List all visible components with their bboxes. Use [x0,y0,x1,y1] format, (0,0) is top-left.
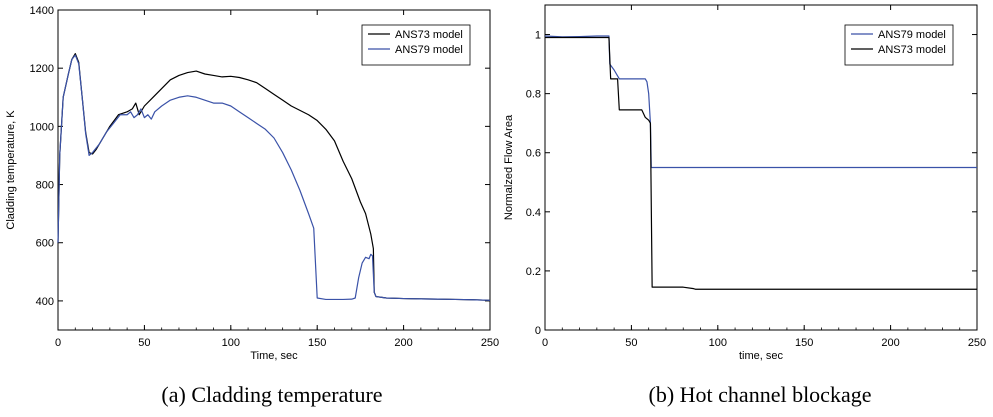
y-tick-label: 0.6 [526,148,541,160]
x-tick-label: 250 [481,337,499,349]
legend-box [361,24,471,66]
y-tick-label: 1 [535,30,541,42]
chart-cladding-temperature: 0 50 100 150 200 250 400 600 800 1000 1200 1400 Time… [5,5,499,362]
x-axis-label: Time, sec [250,350,298,362]
y-tick-label: 0.4 [526,207,541,219]
y-tick-label: 0.8 [526,89,541,101]
legend-label: ANS79 model [878,29,946,41]
y-tick-label: 1400 [30,5,54,17]
series-line-ans73-model [57,53,491,301]
x-tick-label: 50 [625,337,637,349]
legend-box [844,24,954,66]
x-tick-label: 100 [709,337,727,349]
series-line-ans79-model [57,54,491,301]
y-tick-label: 1200 [30,63,54,75]
x-tick-label: 250 [968,337,986,349]
caption-b: (b) Hot channel blockage [649,382,872,407]
legend-label: ANS73 model [878,44,946,56]
x-tick-label: 150 [795,337,813,349]
y-tick-label: 0.2 [526,266,541,278]
x-tick-label: 100 [222,337,240,349]
x-tick-label: 200 [881,337,899,349]
legend-label: ANS79 model [395,44,463,56]
y-tick-label: 600 [36,238,54,250]
y-tick-label: 1000 [30,121,54,133]
x-tick-label: 150 [308,337,326,349]
y-tick-label: 800 [36,180,54,192]
series-line-ans73-model [545,36,977,290]
legend-label: ANS73 model [395,29,463,41]
x-tick-label: 200 [394,337,412,349]
x-tick-label: 50 [138,337,150,349]
caption-a: (a) Cladding temperature [161,382,382,407]
x-axis-label: time, sec [739,350,784,362]
series-line-ans79-model [544,35,977,169]
y-tick-label: 400 [36,296,54,308]
y-axis-label: Cladding temperature, K [5,110,17,230]
y-tick-label: 0 [535,325,541,337]
x-tick-label: 0 [542,337,548,349]
x-tick-label: 0 [55,337,61,349]
plot-frame [57,9,491,331]
y-axis-label: Normalzed Flow Area [503,114,515,220]
chart-hot-channel-blockage: 0 50 100 150 200 250 0 0.2 0.4 0.6 0.8 1 time, sec No… [503,4,986,362]
